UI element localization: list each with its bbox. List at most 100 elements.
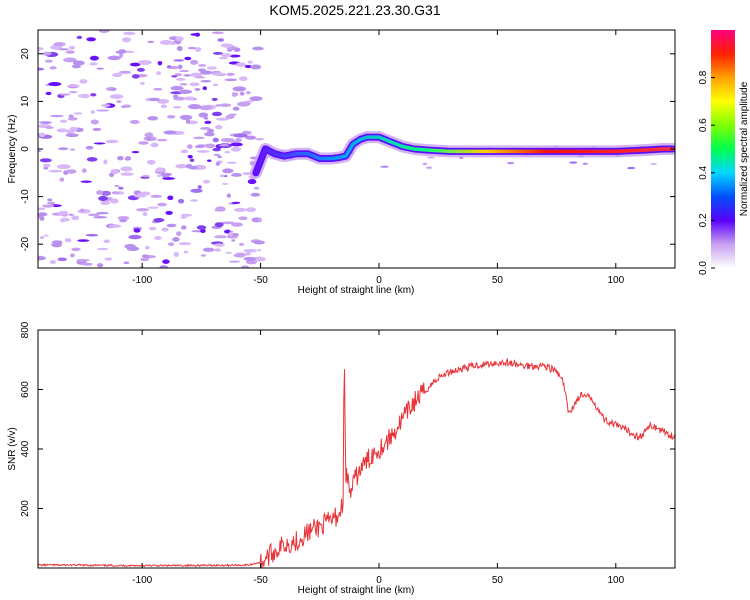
noise-speckle [38,212,48,217]
noise-speckle [207,159,212,163]
noise-speckle [235,62,247,67]
colorbar-tick-label: 0.8 [698,70,709,84]
noise-speckle [247,60,253,64]
noise-speckle [41,51,52,56]
colorbar-ticks: 0.0 0.2 0.4 0.6 0.8 [698,70,715,275]
noise-speckle [90,93,97,97]
colorbar: 0.0 0.2 0.4 0.6 0.8 Normalized spectral ampl… [698,30,750,275]
noise-speckle [39,215,45,221]
noise-speckle [68,45,75,50]
noise-speckle [131,150,140,154]
noise-speckle [212,83,219,87]
noise-speckle [85,145,94,150]
noise-speckle [194,76,206,79]
noise-speckle [156,98,169,104]
noise-speckle [63,170,69,175]
noise-speckle [173,251,180,257]
noise-speckle [231,222,243,227]
snr-series-line [38,357,675,568]
noise-speckle [79,79,88,84]
noise-speckle [257,249,262,252]
noise-speckle [69,126,78,132]
noise-speckle [162,177,176,180]
noise-speckle [58,210,69,216]
noise-speckle [245,207,257,213]
noise-speckle [89,62,98,66]
noise-speckle [229,54,241,58]
noise-speckle [163,130,177,135]
noise-speckle [167,195,174,201]
noise-speckle [255,138,265,141]
noise-speckle [193,136,205,140]
noise-speckle [80,180,92,183]
spectrogram-x-label: Height of straight line (km) [298,285,415,296]
noise-speckle [233,47,241,53]
noise-speckle [100,104,111,107]
noise-speckle [200,70,213,75]
noise-speckle [70,253,75,258]
noise-speckle [228,113,237,116]
noise-speckle [231,201,241,204]
noise-speckle [125,156,131,160]
noise-speckle [118,70,132,74]
noise-speckle [65,50,75,54]
noise-speckle [179,114,193,120]
noise-speckle [194,145,205,149]
noise-speckle [239,242,245,246]
noise-speckle [111,169,119,175]
noise-speckle [89,55,99,61]
noise-speckle [224,78,238,82]
noise-speckle [195,47,202,52]
noise-speckle [57,257,67,262]
noise-speckle [650,162,657,166]
noise-speckle [231,239,236,242]
noise-speckle [238,76,248,82]
noise-speckle [153,236,162,241]
noise-speckle [157,60,163,66]
noise-speckle [111,73,123,78]
noise-speckle [213,153,221,157]
noise-speckle [111,87,117,91]
noise-speckle [110,198,119,204]
noise-speckle [90,110,95,114]
noise-speckle [243,252,252,256]
noise-speckle [68,114,74,118]
noise-speckle [123,31,136,36]
noise-speckle [203,116,209,120]
noise-speckle [187,144,193,149]
spectrogram-y-label: Frequency (Hz) [7,115,18,184]
noise-speckle [47,198,53,202]
noise-speckle [214,243,225,247]
noise-speckle [187,154,193,159]
noise-speckle [160,104,167,109]
noise-speckle [147,40,155,44]
figure-title: KOM5.2025.221.23.30.G31 [269,2,440,18]
noise-speckle [129,119,140,124]
noise-speckle [59,93,71,96]
noise-speckle [118,186,124,190]
noise-speckle [49,66,57,70]
noise-speckle [81,168,87,173]
noise-speckle [250,192,261,197]
noise-speckle [626,166,636,170]
noise-speckle [165,210,173,216]
noise-speckle [245,135,257,140]
noise-speckle [145,245,150,250]
noise-speckle [243,256,257,261]
noise-speckle [64,238,72,243]
noise-speckle [233,133,248,138]
snr-xtick-label: -100 [132,575,152,586]
noise-speckle [183,96,196,101]
noise-speckle [245,259,258,265]
noise-speckle [92,127,102,131]
noise-speckle [582,162,588,166]
noise-speckle [226,140,237,143]
noise-speckle [123,261,130,265]
noise-speckle [38,207,46,211]
noise-speckle [45,126,54,129]
noise-speckle [59,177,65,182]
noise-speckle [218,56,228,60]
noise-speckle [232,86,247,92]
noise-speckle [71,247,81,252]
